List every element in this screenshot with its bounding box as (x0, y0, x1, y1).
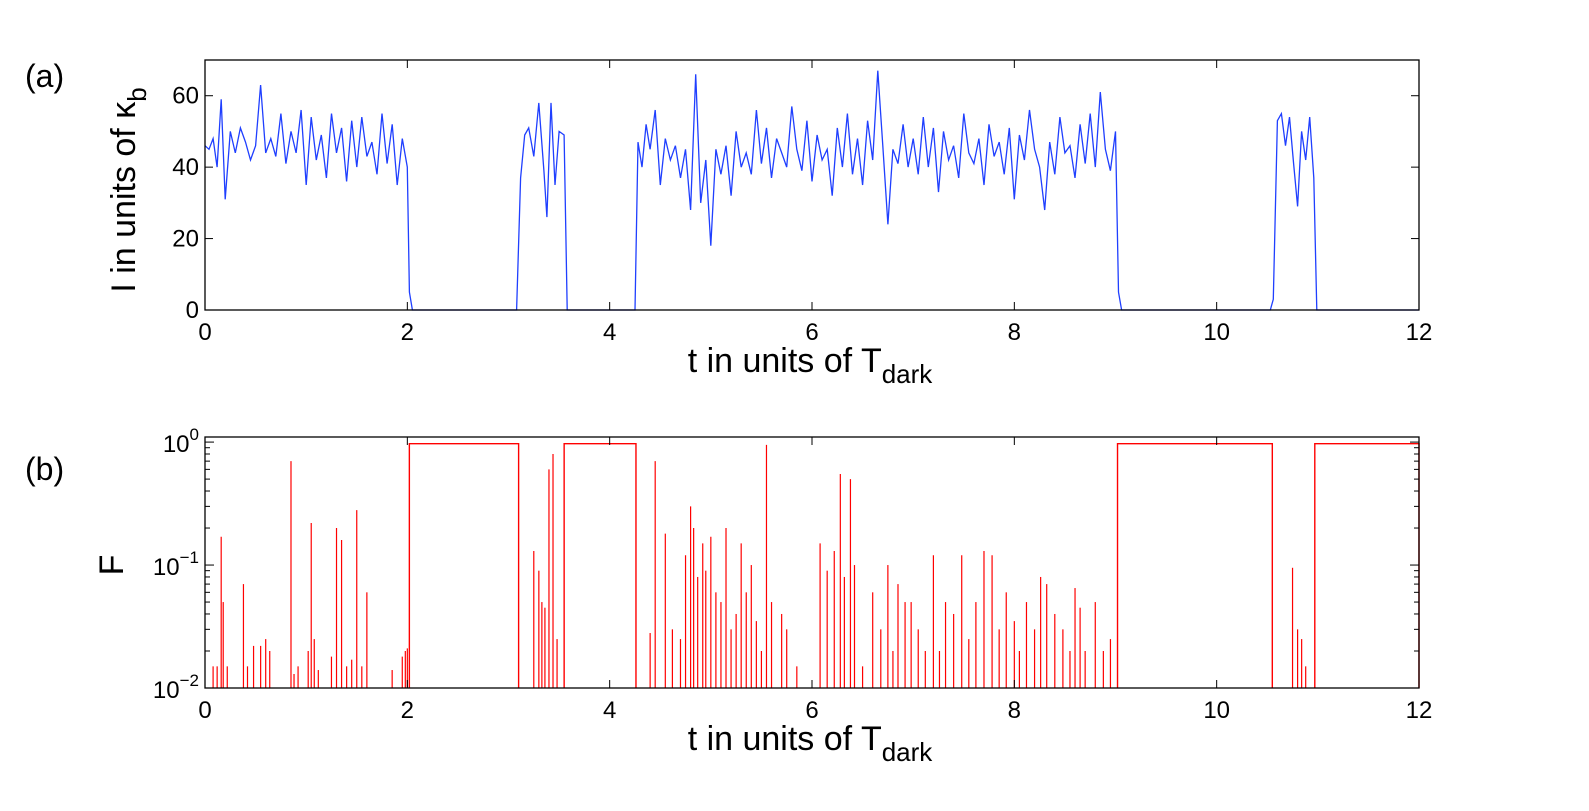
panel-a-ytick-label: 0 (186, 297, 199, 324)
panel-b-ytick-label: 100 (163, 425, 199, 458)
panel-b-xtick-label: 2 (401, 697, 414, 724)
panel-a-xlabel-main: t in units of T (688, 342, 882, 380)
panel-a: (a) 0 2 4 6 8 10 12 0 20 40 60 t in units of Tdark… (25, 58, 1432, 389)
panel-b-xlabel-sub: dark (882, 737, 934, 767)
panel-a-ticks: 0 2 4 6 8 10 12 0 20 40 60 (172, 60, 1432, 346)
panel-a-ytick-label: 40 (172, 154, 199, 181)
panel-a-xtick-label: 2 (401, 319, 414, 346)
panel-b-plot-area (212, 443, 1420, 688)
panel-b-xtick-label: 4 (603, 697, 616, 724)
panel-a-plot-area (204, 70, 1419, 311)
panel-b-xtick-label: 8 (1008, 697, 1021, 724)
panel-b-ylabel: F (93, 555, 131, 576)
panel-a-xtick-label: 8 (1008, 319, 1021, 346)
panel-a-xtick-label: 10 (1203, 319, 1230, 346)
panel-b-axes-box (204, 436, 1420, 689)
panel-a-xtick-label: 12 (1406, 319, 1433, 346)
panel-b-label: (b) (25, 451, 64, 487)
panel-a-label: (a) (25, 58, 64, 94)
panel-b: (b) 0 2 4 6 8 10 12 10−2 10−1 100 t in units of T… (25, 425, 1432, 767)
panel-a-xlabel-sub: dark (882, 359, 934, 389)
panel-a-axes-box (204, 59, 1420, 311)
panel-a-ytick-label: 60 (172, 83, 199, 110)
panel-a-ylabel-main: I in units of κ (105, 101, 143, 293)
panel-a-ylabel-sub: b (122, 87, 152, 101)
panel-b-xtick-label: 10 (1203, 697, 1230, 724)
f-plateau (408, 443, 520, 688)
panel-b-xtick-label: 0 (198, 697, 211, 724)
panel-a-xtick-label: 4 (603, 319, 616, 346)
intensity-trace-line (204, 70, 1419, 311)
panel-a-xtick-label: 6 (805, 319, 818, 346)
panel-a-xlabel: t in units of Tdark (688, 342, 934, 389)
panel-b-ytick-label: 10−2 (153, 671, 199, 704)
panel-a-ytick-label: 20 (172, 226, 199, 253)
panel-b-ticks: 0 2 4 6 8 10 12 10−2 10−1 100 (153, 425, 1432, 724)
f-plateau (1116, 443, 1274, 688)
panel-b-xlabel-main: t in units of T (688, 720, 882, 758)
panel-b-xlabel: t in units of Tdark (688, 720, 934, 767)
panel-b-xtick-label: 6 (805, 697, 818, 724)
panel-a-xtick-label: 0 (198, 319, 211, 346)
f-plateau (1314, 443, 1420, 688)
panel-b-xtick-label: 12 (1406, 697, 1433, 724)
panel-b-ytick-label: 10−1 (153, 548, 199, 581)
f-plateau (563, 443, 637, 688)
panel-a-ylabel: I in units of κb (105, 87, 152, 292)
